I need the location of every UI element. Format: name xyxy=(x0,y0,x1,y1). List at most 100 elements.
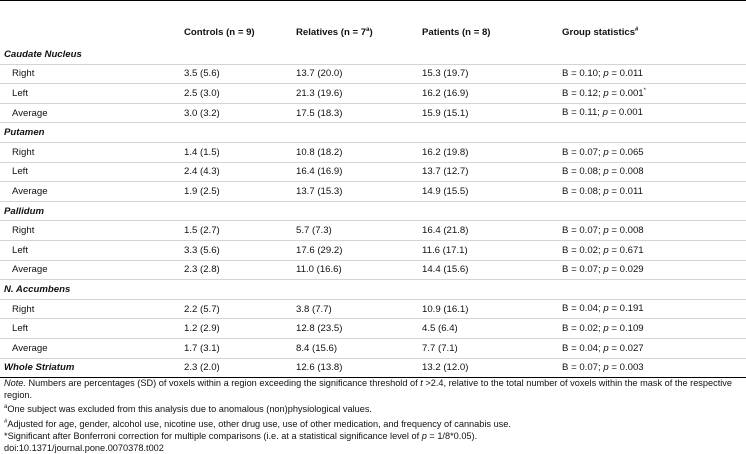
top-rule xyxy=(0,0,746,1)
table-row: Left 2.5 (3.0) 21.3 (19.6) 16.2 (16.9) B = 0… xyxy=(0,83,746,104)
section-title: Caudate Nucleus xyxy=(0,45,746,65)
header-controls: Controls (n = 9) xyxy=(184,27,255,38)
cell-controls: 1.4 (1.5) xyxy=(184,142,296,163)
whole-striatum-row: Whole Striatum 2.3 (2.0) 12.6 (13.8) 13.2 (… xyxy=(0,358,746,379)
cell-patients: 11.6 (17.1) xyxy=(422,240,562,261)
cell-controls: 1.5 (2.7) xyxy=(184,220,296,241)
cell-controls: 3.0 (3.2) xyxy=(184,103,296,124)
table-row: Average 2.3 (2.8) 11.0 (16.6) 14.4 (15.6) B … xyxy=(0,260,746,281)
cell-group-stats: B = 0.07; p = 0.029 xyxy=(562,260,746,281)
cell-group-stats: B = 0.10; p = 0.011 xyxy=(562,64,746,85)
cell-relatives: 3.8 (7.7) xyxy=(296,299,422,320)
cell-controls: 2.3 (2.0) xyxy=(184,358,296,379)
cell-relatives: 17.6 (29.2) xyxy=(296,240,422,261)
cell-label: Average xyxy=(0,181,184,202)
note-a: aOne subject was excluded from this anal… xyxy=(4,404,372,415)
cell-patients: 16.2 (19.8) xyxy=(422,142,562,163)
header-group-stats: Group statistics# xyxy=(562,26,639,39)
cell-relatives: 21.3 (19.6) xyxy=(296,83,422,104)
cell-relatives: 17.5 (18.3) xyxy=(296,103,422,124)
cell-patients: 13.7 (12.7) xyxy=(422,162,562,183)
header-relatives: Relatives (n = 7a) xyxy=(296,26,373,39)
cell-group-stats: B = 0.07; p = 0.065 xyxy=(562,142,746,163)
section-title: N. Accumbens xyxy=(0,279,746,300)
cell-patients: 14.4 (15.6) xyxy=(422,260,562,281)
cell-patients: 15.3 (19.7) xyxy=(422,64,562,85)
cell-group-stats: B = 0.07; p = 0.008 xyxy=(562,220,746,241)
cell-group-stats: B = 0.11; p = 0.001 xyxy=(562,103,746,124)
cell-group-stats: B = 0.07; p = 0.003 xyxy=(562,358,746,379)
note-hash: #Adjusted for age, gender, alcohol use, … xyxy=(4,418,511,429)
cell-controls: 2.2 (5.7) xyxy=(184,299,296,320)
cell-relatives: 5.7 (7.3) xyxy=(296,220,422,241)
cell-relatives: 10.8 (18.2) xyxy=(296,142,422,163)
cell-controls: 1.2 (2.9) xyxy=(184,318,296,339)
cell-patients: 4.5 (6.4) xyxy=(422,318,562,339)
note-main: Note. Numbers are percentages (SD) of vo… xyxy=(4,378,733,401)
cell-relatives: 11.0 (16.6) xyxy=(296,260,422,281)
section-title: Putamen xyxy=(0,122,746,143)
cell-patients: 7.7 (7.1) xyxy=(422,338,562,359)
cell-controls: 2.3 (2.8) xyxy=(184,260,296,281)
cell-relatives: 16.4 (16.9) xyxy=(296,162,422,183)
section-row: Pallidum xyxy=(0,201,746,222)
cell-relatives: 13.7 (20.0) xyxy=(296,64,422,85)
cell-label: Left xyxy=(0,318,184,339)
table-row: Right 1.4 (1.5) 10.8 (18.2) 16.2 (19.8) B = … xyxy=(0,142,746,163)
cell-controls: 1.9 (2.5) xyxy=(184,181,296,202)
doi: doi:10.1371/journal.pone.0070378.t002 xyxy=(4,443,164,454)
cell-label: Left xyxy=(0,240,184,261)
table-row: Average 1.9 (2.5) 13.7 (15.3) 14.9 (15.5) B … xyxy=(0,181,746,202)
table-row: Right 2.2 (5.7) 3.8 (7.7) 10.9 (16.1) B = 0.… xyxy=(0,299,746,320)
cell-relatives: 8.4 (15.6) xyxy=(296,338,422,359)
cell-group-stats: B = 0.08; p = 0.008 xyxy=(562,162,746,183)
cell-controls: 1.7 (3.1) xyxy=(184,338,296,359)
table-row: Average 3.0 (3.2) 17.5 (18.3) 15.9 (15.1) B … xyxy=(0,103,746,124)
cell-patients: 10.9 (16.1) xyxy=(422,299,562,320)
table-row: Average 1.7 (3.1) 8.4 (15.6) 7.7 (7.1) B = 0… xyxy=(0,338,746,359)
header-row: Controls (n = 9) Relatives (n = 7a) Pati… xyxy=(0,20,746,45)
cell-group-stats: B = 0.04; p = 0.191 xyxy=(562,299,746,320)
cell-controls: 2.5 (3.0) xyxy=(184,83,296,104)
cell-controls: 3.5 (5.6) xyxy=(184,64,296,85)
cell-group-stats: B = 0.04; p = 0.027 xyxy=(562,338,746,359)
cell-label: Average xyxy=(0,260,184,281)
cell-label: Right xyxy=(0,142,184,163)
cell-group-stats: B = 0.08; p = 0.011 xyxy=(562,181,746,202)
cell-label: Right xyxy=(0,64,184,85)
header-relatives-sup: a xyxy=(366,26,370,33)
cell-controls: 3.3 (5.6) xyxy=(184,240,296,261)
table-row: Left 3.3 (5.6) 17.6 (29.2) 11.6 (17.1) B = 0… xyxy=(0,240,746,261)
table-body: Caudate Nucleus Right 3.5 (5.6) 13.7 (20.0)… xyxy=(0,45,746,379)
table-row: Right 1.5 (2.7) 5.7 (7.3) 16.4 (21.8) B = 0.… xyxy=(0,220,746,241)
section-row: N. Accumbens xyxy=(0,279,746,300)
cell-group-stats: B = 0.12; p = 0.001* xyxy=(562,83,746,104)
table-row: Left 2.4 (4.3) 16.4 (16.9) 13.7 (12.7) B = 0… xyxy=(0,162,746,183)
cell-relatives: 12.6 (13.8) xyxy=(296,358,422,379)
cell-label: Right xyxy=(0,220,184,241)
cell-label: Left xyxy=(0,162,184,183)
cell-label: Right xyxy=(0,299,184,320)
section-row: Putamen xyxy=(0,122,746,143)
cell-group-stats: B = 0.02; p = 0.109 xyxy=(562,318,746,339)
cell-patients: 13.2 (12.0) xyxy=(422,358,562,379)
cell-relatives: 13.7 (15.3) xyxy=(296,181,422,202)
cell-patients: 16.4 (21.8) xyxy=(422,220,562,241)
section-row: Caudate Nucleus xyxy=(0,45,746,65)
section-title: Pallidum xyxy=(0,201,746,222)
table-row: Right 3.5 (5.6) 13.7 (20.0) 15.3 (19.7) B = … xyxy=(0,64,746,85)
cell-label: Left xyxy=(0,83,184,104)
cell-patients: 15.9 (15.1) xyxy=(422,103,562,124)
cell-patients: 16.2 (16.9) xyxy=(422,83,562,104)
table-notes: Note. Numbers are percentages (SD) of vo… xyxy=(4,377,742,454)
header-patients: Patients (n = 8) xyxy=(422,27,491,38)
cell-patients: 14.9 (15.5) xyxy=(422,181,562,202)
note-star: *Significant after Bonferroni correction… xyxy=(4,430,478,441)
cell-label: Average xyxy=(0,103,184,124)
results-table: Controls (n = 9) Relatives (n = 7a) Pati… xyxy=(0,20,746,379)
cell-label: Average xyxy=(0,338,184,359)
cell-group-stats: B = 0.02; p = 0.671 xyxy=(562,240,746,261)
cell-relatives: 12.8 (23.5) xyxy=(296,318,422,339)
header-group-stats-sup: # xyxy=(635,26,639,33)
